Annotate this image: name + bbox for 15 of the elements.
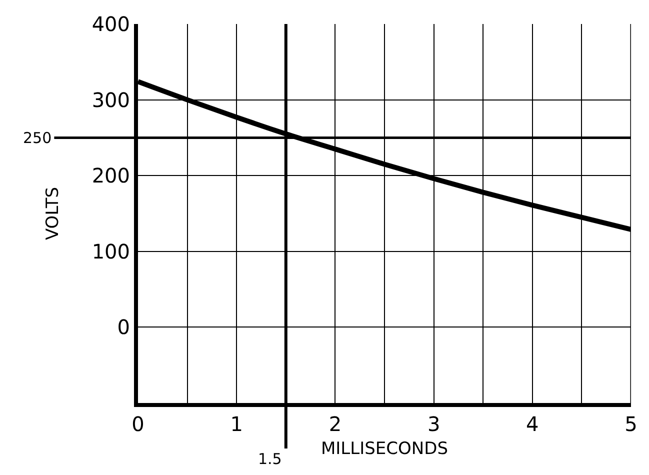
x-tick-label: 3 xyxy=(427,412,440,436)
x-tick-label: 4 xyxy=(526,412,539,436)
y-tick-label: 400 xyxy=(92,12,130,36)
y-axis-title: VOLTS xyxy=(42,186,63,240)
y-tick-label: 300 xyxy=(92,88,130,112)
x-tick-label: 5 xyxy=(624,412,638,436)
x-axis-title: MILLISECONDS xyxy=(320,438,448,459)
ref-line-label: 250 xyxy=(23,129,52,147)
y-tick-label: 0 xyxy=(117,315,130,340)
ref-line-label: 1.5 xyxy=(258,450,282,468)
x-tick-label: 1 xyxy=(230,412,243,436)
y-tick-label: 200 xyxy=(92,164,130,188)
x-tick-label: 0 xyxy=(132,412,144,436)
y-tick-label: 100 xyxy=(92,239,130,264)
x-tick-label: 2 xyxy=(328,412,342,436)
